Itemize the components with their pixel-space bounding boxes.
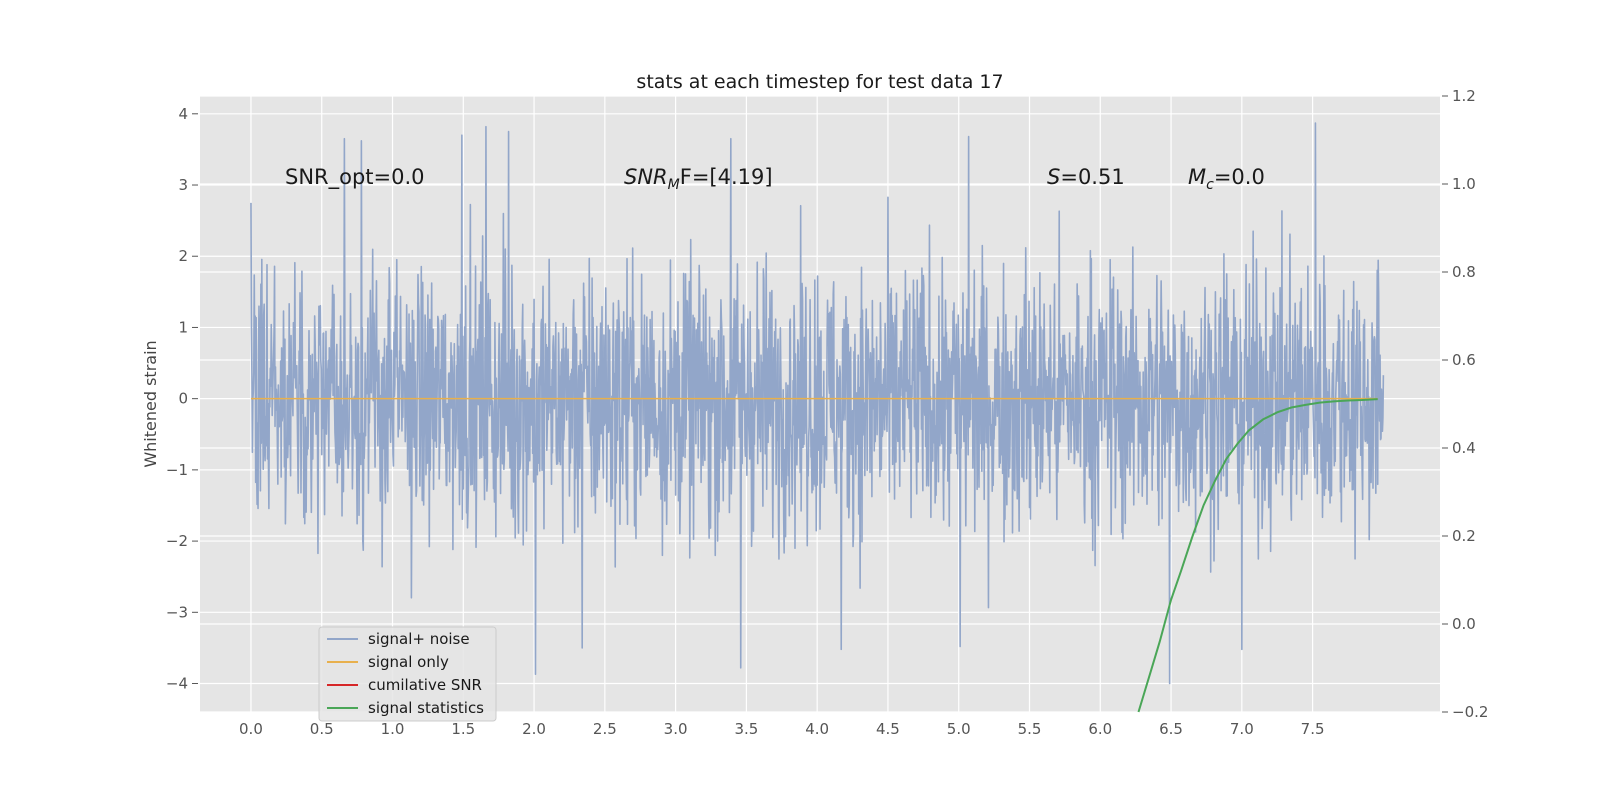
annotation-snr-opt: SNR_opt=0.0 <box>285 165 425 190</box>
x-tick-label: 0.0 <box>239 720 263 738</box>
signal-plus-noise-series <box>250 122 1385 685</box>
annotation-snr-mf-rest: F=[4.19] <box>680 165 773 189</box>
y-tick-label: 4 <box>178 105 188 123</box>
x-tick-label: 4.5 <box>876 720 900 738</box>
annotation-mc-var: M <box>1188 165 1206 189</box>
x-tick-label: 5.5 <box>1018 720 1042 738</box>
annotation-snr-mf-base: SNR <box>624 165 668 189</box>
x-tick-label: 0.5 <box>310 720 334 738</box>
legend-label-cumulative-snr: cumilative SNR <box>368 676 482 694</box>
legend-label-signal-noise: signal+ noise <box>368 630 470 648</box>
x-tick-label: 4.0 <box>805 720 829 738</box>
legend-label-signal-only: signal only <box>368 653 449 671</box>
x-tick-label: 6.5 <box>1159 720 1183 738</box>
annotation-mc: Mc=0.0 <box>1188 165 1265 193</box>
signal-plus-noise-line <box>250 122 1385 685</box>
y2-tick-label: −0.2 <box>1452 703 1488 721</box>
legend-box <box>318 626 497 722</box>
x-tick-label: 5.0 <box>947 720 971 738</box>
y-tick-label: 3 <box>178 176 188 194</box>
annotation-s-var: S <box>1047 165 1060 189</box>
y-tick-label: −3 <box>166 603 188 621</box>
x-tick-label: 1.0 <box>381 720 405 738</box>
y-tick-label: 2 <box>178 247 188 265</box>
y-axis-label: Whitened strain <box>141 340 160 467</box>
x-tick-label: 3.0 <box>664 720 688 738</box>
annotation-mc-rest: =0.0 <box>1214 165 1265 189</box>
annotation-snr-mf-sub: M <box>668 177 680 193</box>
y2-tick-label: 0.8 <box>1452 263 1476 281</box>
y2-tick-label: 0.2 <box>1452 527 1476 545</box>
y2-tick-label: 0.0 <box>1452 615 1476 633</box>
y2-tick-label: 0.6 <box>1452 351 1476 369</box>
annotation-snr-mf: SNRMF=[4.19] <box>624 165 773 193</box>
x-tick-label: 7.0 <box>1230 720 1254 738</box>
x-tick-label: 1.5 <box>451 720 475 738</box>
y2-tick-label: 0.4 <box>1452 439 1476 457</box>
signal-statistics-line <box>1137 398 1378 713</box>
x-tick-label: 6.0 <box>1088 720 1112 738</box>
y2-tick-label: 1.0 <box>1452 175 1476 193</box>
x-tick-label: 3.5 <box>734 720 758 738</box>
y-tick-label: −4 <box>166 675 188 693</box>
y-tick-label: −1 <box>166 461 188 479</box>
x-tick-label: 7.5 <box>1301 720 1325 738</box>
y-tick-label: 0 <box>178 390 188 408</box>
y-tick-label: 1 <box>178 318 188 336</box>
axis-ticks: 0.0 0.5 1.0 1.5 2.0 2.5 3.0 3.5 4.0 4.5 5.0 5.5 6.0 6… <box>166 87 1489 738</box>
annotation-s: S=0.51 <box>1047 165 1125 189</box>
line-series <box>250 397 1378 713</box>
x-tick-label: 2.5 <box>593 720 617 738</box>
annotation-s-rest: =0.51 <box>1060 165 1124 189</box>
y2-tick-label: 1.2 <box>1452 87 1476 105</box>
legend: signal+ noise signal only cumilative SNR… <box>318 626 497 722</box>
annotation-mc-sub: c <box>1206 177 1214 193</box>
x-tick-label: 2.0 <box>522 720 546 738</box>
legend-label-signal-statistics: signal statistics <box>368 699 484 717</box>
y-tick-label: −2 <box>166 532 188 550</box>
chart-title: stats at each timestep for test data 17 <box>636 71 1003 93</box>
